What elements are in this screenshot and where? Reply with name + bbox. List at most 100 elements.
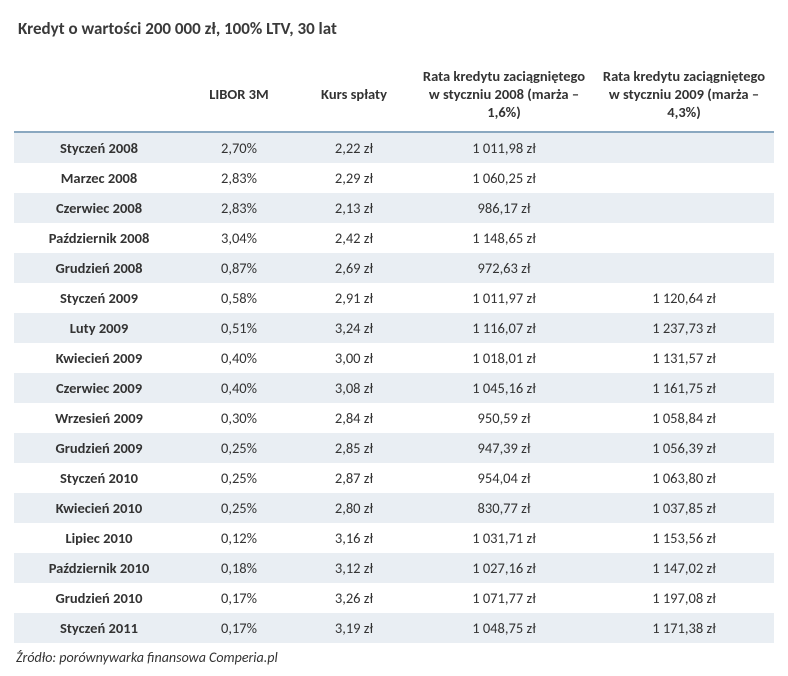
table-cell: 0,25% bbox=[184, 433, 294, 463]
table-cell: Październik 2010 bbox=[14, 553, 184, 583]
col-header-libor: LIBOR 3M bbox=[184, 57, 294, 132]
table-row: Grudzień 20100,17%3,26 zł1 071,77 zł1 19… bbox=[14, 583, 774, 613]
table-row: Kwiecień 20100,25%2,80 zł830,77 zł1 037,… bbox=[14, 493, 774, 523]
table-cell: 0,58% bbox=[184, 283, 294, 313]
table-cell: 2,69 zł bbox=[294, 253, 414, 283]
table-cell: Styczeń 2009 bbox=[14, 283, 184, 313]
table-cell bbox=[594, 163, 774, 193]
table-cell: 0,17% bbox=[184, 583, 294, 613]
table-cell: 2,83% bbox=[184, 163, 294, 193]
table-row: Luty 20090,51%3,24 zł1 116,07 zł1 237,73… bbox=[14, 313, 774, 343]
table-cell: 2,85 zł bbox=[294, 433, 414, 463]
table-cell: 1 237,73 zł bbox=[594, 313, 774, 343]
table-cell: Lipiec 2010 bbox=[14, 523, 184, 553]
table-cell: 1 197,08 zł bbox=[594, 583, 774, 613]
table-cell bbox=[594, 193, 774, 223]
col-header-installment-2009: Rata kredytu zaciągniętego w styczniu 20… bbox=[594, 57, 774, 132]
table-cell: 0,51% bbox=[184, 313, 294, 343]
table-cell: 1 058,84 zł bbox=[594, 403, 774, 433]
table-cell: Marzec 2008 bbox=[14, 163, 184, 193]
table-row: Październik 20100,18%3,12 zł1 027,16 zł1… bbox=[14, 553, 774, 583]
table-cell: 2,84 zł bbox=[294, 403, 414, 433]
source-note: Źródło: porównywarka finansowa Comperia.… bbox=[16, 649, 774, 666]
table-cell: Grudzień 2008 bbox=[14, 253, 184, 283]
table-cell: 830,77 zł bbox=[414, 493, 594, 523]
table-cell: 2,13 zł bbox=[294, 193, 414, 223]
table-cell: 0,40% bbox=[184, 343, 294, 373]
table-cell: 2,91 zł bbox=[294, 283, 414, 313]
table-cell: 2,83% bbox=[184, 193, 294, 223]
table-cell: 1 048,75 zł bbox=[414, 613, 594, 643]
table-cell: Czerwiec 2008 bbox=[14, 193, 184, 223]
table-cell: 0,87% bbox=[184, 253, 294, 283]
col-header-installment-2008: Rata kredytu zaciągniętego w styczniu 20… bbox=[414, 57, 594, 132]
table-cell: 1 011,97 zł bbox=[414, 283, 594, 313]
table-cell: 0,40% bbox=[184, 373, 294, 403]
table-cell: 1 116,07 zł bbox=[414, 313, 594, 343]
table-body: Styczeń 20082,70%2,22 zł1 011,98 złMarze… bbox=[14, 132, 774, 643]
table-cell: 1 031,71 zł bbox=[414, 523, 594, 553]
table-row: Październik 20083,04%2,42 zł1 148,65 zł bbox=[14, 223, 774, 253]
table-cell: 1 171,38 zł bbox=[594, 613, 774, 643]
table-cell: 3,04% bbox=[184, 223, 294, 253]
col-header-rate: Kurs spłaty bbox=[294, 57, 414, 132]
table-cell: 1 147,02 zł bbox=[594, 553, 774, 583]
table-cell: 986,17 zł bbox=[414, 193, 594, 223]
table-cell: 954,04 zł bbox=[414, 463, 594, 493]
table-cell: Wrzesień 2009 bbox=[14, 403, 184, 433]
table-cell: 1 131,57 zł bbox=[594, 343, 774, 373]
table-row: Kwiecień 20090,40%3,00 zł1 018,01 zł1 13… bbox=[14, 343, 774, 373]
table-cell: 0,25% bbox=[184, 493, 294, 523]
table-row: Styczeń 20110,17%3,19 zł1 048,75 zł1 171… bbox=[14, 613, 774, 643]
table-cell: 1 120,64 zł bbox=[594, 283, 774, 313]
table-cell: 1 148,65 zł bbox=[414, 223, 594, 253]
table-cell: 1 018,01 zł bbox=[414, 343, 594, 373]
table-cell: 0,30% bbox=[184, 403, 294, 433]
loan-table: LIBOR 3M Kurs spłaty Rata kredytu zaciąg… bbox=[14, 57, 774, 643]
table-header: LIBOR 3M Kurs spłaty Rata kredytu zaciąg… bbox=[14, 57, 774, 132]
table-cell: 3,12 zł bbox=[294, 553, 414, 583]
table-cell: 1 056,39 zł bbox=[594, 433, 774, 463]
table-row: Czerwiec 20090,40%3,08 zł1 045,16 zł1 16… bbox=[14, 373, 774, 403]
table-cell: Styczeń 2010 bbox=[14, 463, 184, 493]
table-cell: 3,16 zł bbox=[294, 523, 414, 553]
table-cell: 2,87 zł bbox=[294, 463, 414, 493]
table-cell: 1 045,16 zł bbox=[414, 373, 594, 403]
table-cell: 1 161,75 zł bbox=[594, 373, 774, 403]
table-cell: 1 037,85 zł bbox=[594, 493, 774, 523]
table-cell: 2,22 zł bbox=[294, 132, 414, 163]
table-row: Marzec 20082,83%2,29 zł1 060,25 zł bbox=[14, 163, 774, 193]
table-cell: Grudzień 2010 bbox=[14, 583, 184, 613]
table-row: Styczeń 20100,25%2,87 zł954,04 zł1 063,8… bbox=[14, 463, 774, 493]
table-cell: 2,42 zł bbox=[294, 223, 414, 253]
table-cell: 2,70% bbox=[184, 132, 294, 163]
table-row: Grudzień 20090,25%2,85 zł947,39 zł1 056,… bbox=[14, 433, 774, 463]
table-cell: 947,39 zł bbox=[414, 433, 594, 463]
table-cell: 0,25% bbox=[184, 463, 294, 493]
table-cell: 0,17% bbox=[184, 613, 294, 643]
table-cell bbox=[594, 223, 774, 253]
table-cell bbox=[594, 253, 774, 283]
table-row: Lipiec 20100,12%3,16 zł1 031,71 zł1 153,… bbox=[14, 523, 774, 553]
table-cell: 3,08 zł bbox=[294, 373, 414, 403]
table-cell: 3,19 zł bbox=[294, 613, 414, 643]
table-cell: Styczeń 2008 bbox=[14, 132, 184, 163]
table-row: Styczeń 20090,58%2,91 zł1 011,97 zł1 120… bbox=[14, 283, 774, 313]
table-cell bbox=[594, 132, 774, 163]
page-title: Kredyt o wartości 200 000 zł, 100% LTV, … bbox=[18, 18, 774, 39]
table-cell: Luty 2009 bbox=[14, 313, 184, 343]
table-cell: 0,18% bbox=[184, 553, 294, 583]
table-cell: Czerwiec 2009 bbox=[14, 373, 184, 403]
table-row: Wrzesień 20090,30%2,84 zł950,59 zł1 058,… bbox=[14, 403, 774, 433]
table-cell: 3,24 zł bbox=[294, 313, 414, 343]
table-cell: 1 153,56 zł bbox=[594, 523, 774, 553]
table-cell: 1 060,25 zł bbox=[414, 163, 594, 193]
table-cell: 3,26 zł bbox=[294, 583, 414, 613]
table-cell: 3,00 zł bbox=[294, 343, 414, 373]
table-cell: Kwiecień 2010 bbox=[14, 493, 184, 523]
table-cell: 972,63 zł bbox=[414, 253, 594, 283]
table-cell: 1 027,16 zł bbox=[414, 553, 594, 583]
table-cell: 2,80 zł bbox=[294, 493, 414, 523]
table-cell: 1 011,98 zł bbox=[414, 132, 594, 163]
table-cell: 0,12% bbox=[184, 523, 294, 553]
